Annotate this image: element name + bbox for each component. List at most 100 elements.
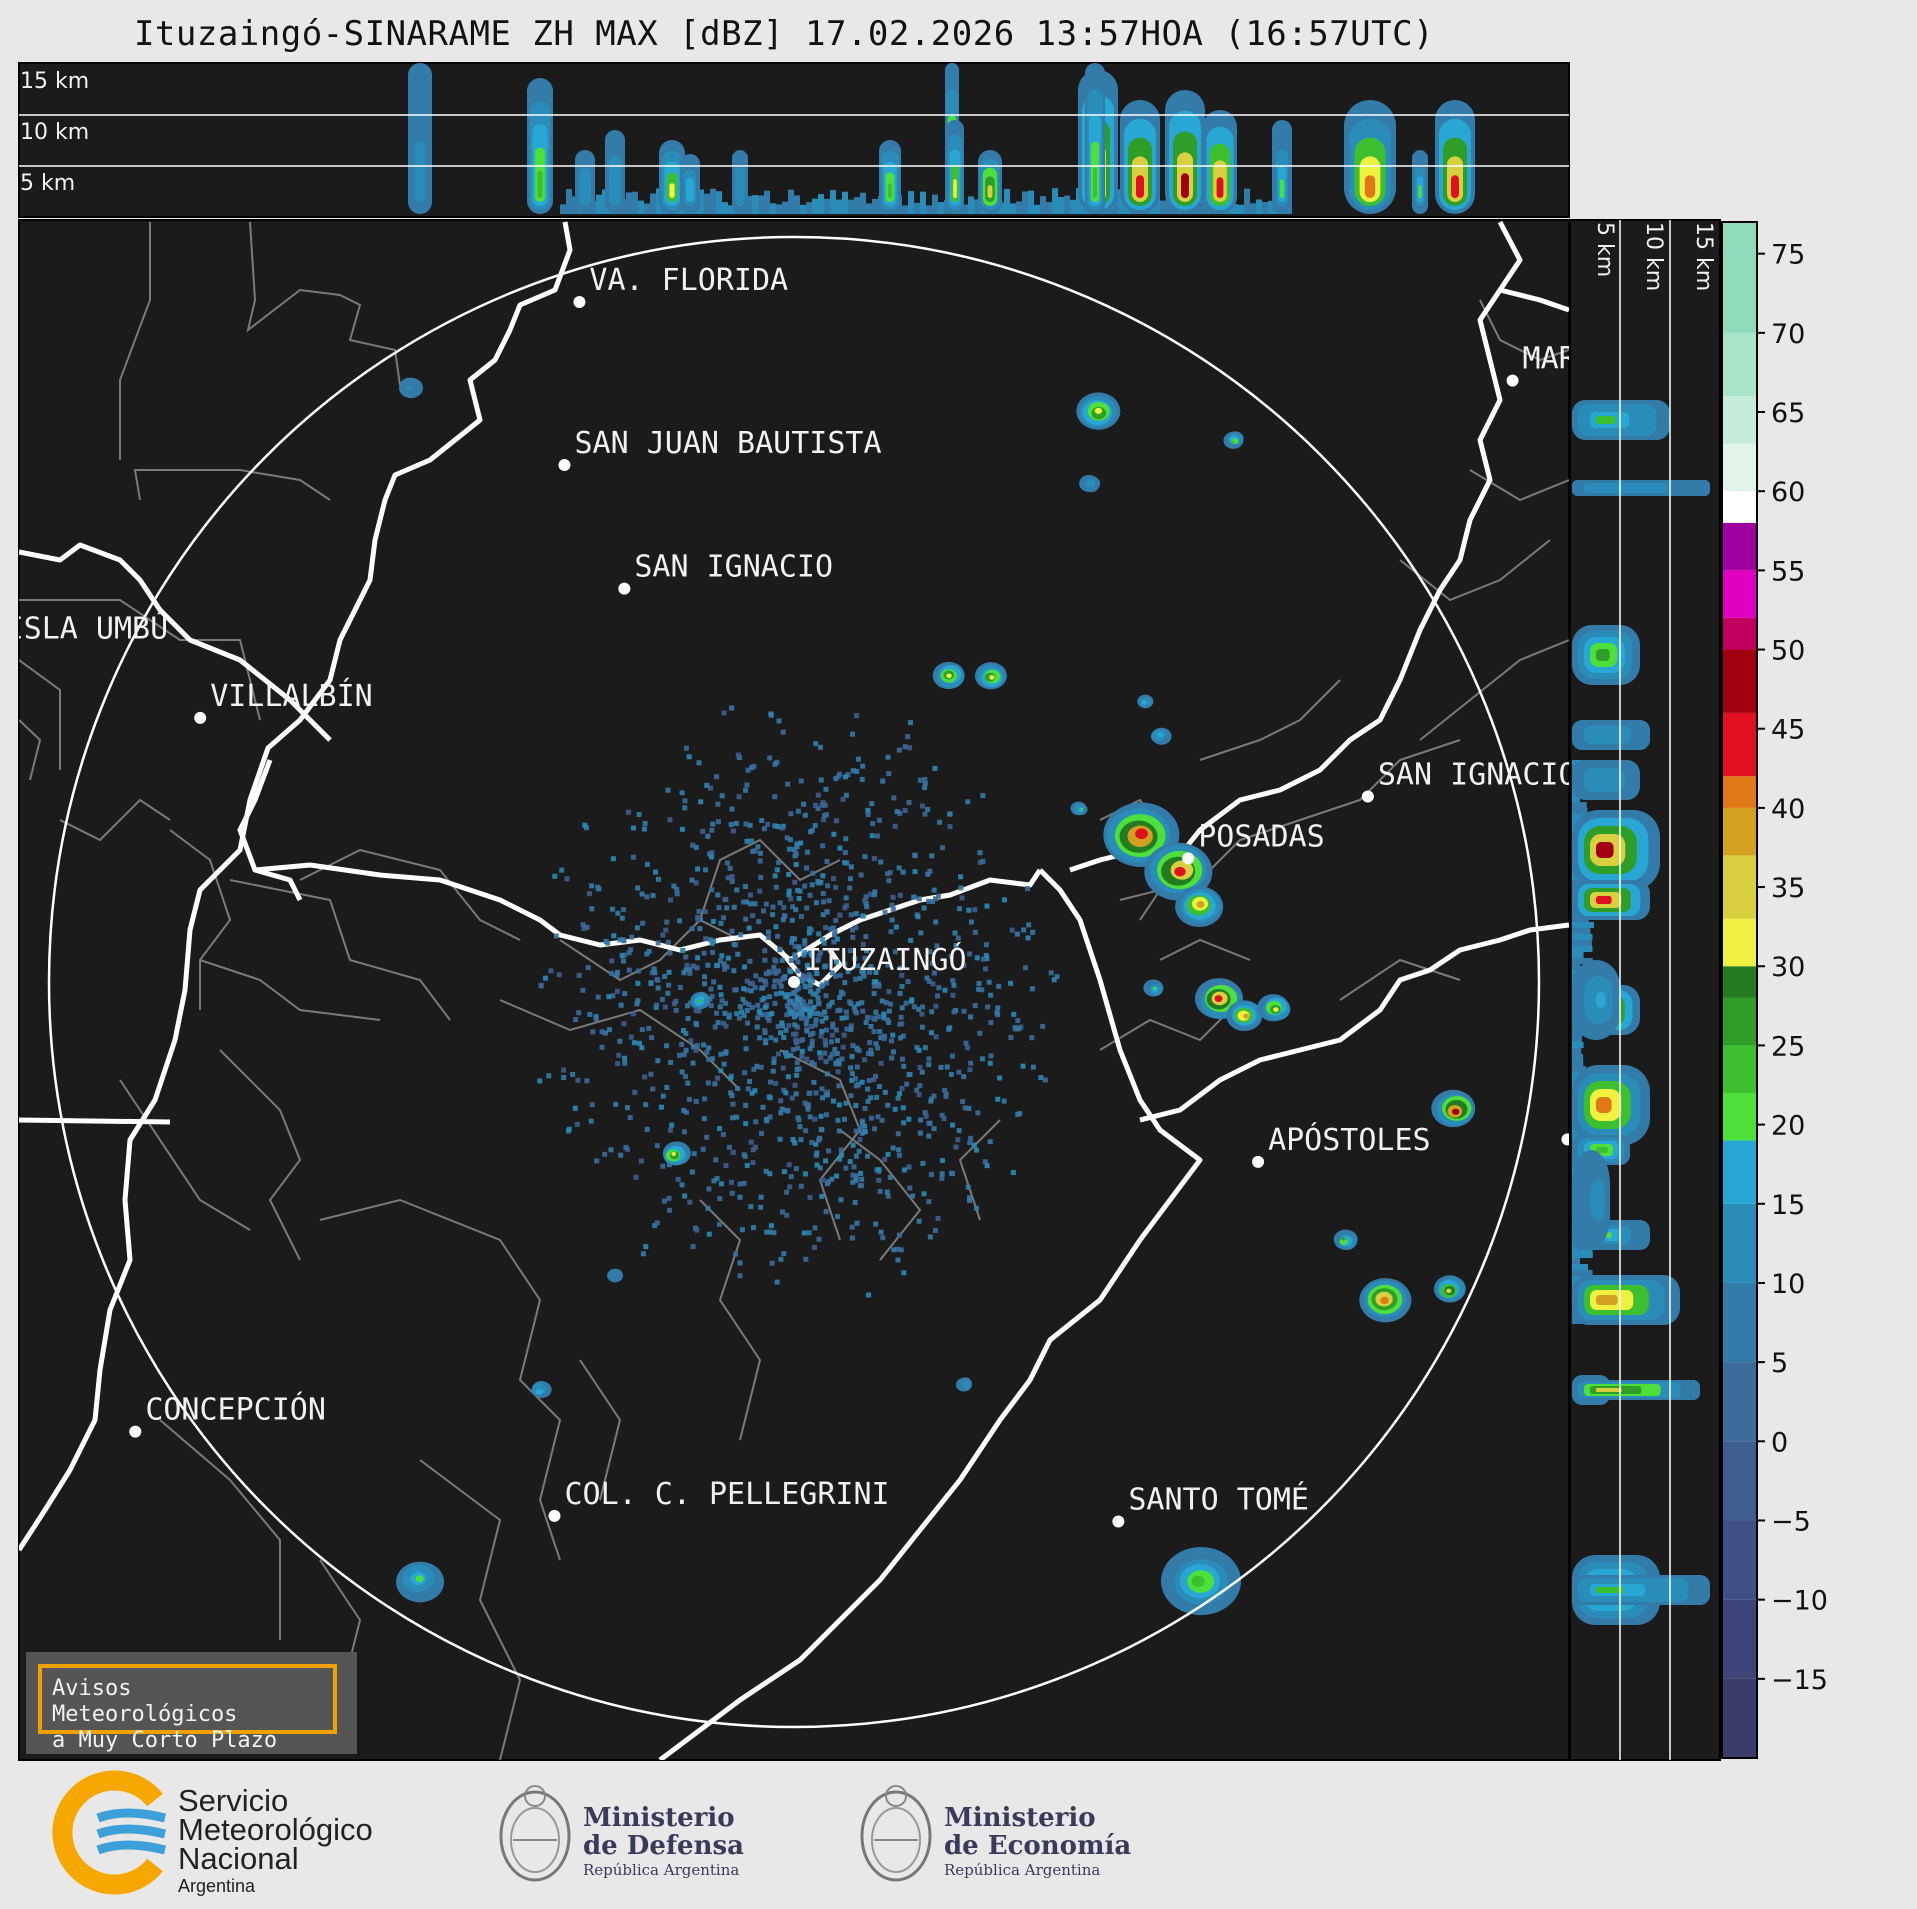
clutter-pixel bbox=[639, 1027, 645, 1033]
clutter-pixel bbox=[622, 1055, 628, 1061]
clutter-pixel bbox=[786, 892, 792, 898]
clutter-pixel bbox=[881, 1015, 887, 1021]
clutter-pixel bbox=[1054, 974, 1060, 980]
clutter-pixel bbox=[959, 895, 965, 901]
clutter-pixel bbox=[755, 844, 761, 850]
side-low-band bbox=[1572, 922, 1594, 928]
low-echo-band bbox=[1196, 205, 1202, 214]
clutter-pixel bbox=[861, 973, 867, 979]
clutter-pixel bbox=[798, 1137, 804, 1143]
clutter-pixel bbox=[780, 1023, 786, 1029]
clutter-pixel bbox=[697, 926, 703, 932]
clutter-pixel bbox=[833, 776, 839, 782]
clutter-pixel bbox=[1030, 929, 1036, 935]
clutter-pixel bbox=[715, 892, 721, 898]
clutter-pixel bbox=[599, 1029, 605, 1035]
warning-box: Avisos Meteorológicos a Muy Corto Plazo bbox=[26, 1652, 357, 1754]
clutter-pixel bbox=[744, 978, 750, 984]
clutter-pixel bbox=[677, 1052, 683, 1058]
low-echo-band bbox=[596, 194, 602, 214]
clutter-pixel bbox=[836, 1058, 842, 1064]
clutter-pixel bbox=[802, 883, 808, 889]
clutter-pixel bbox=[829, 1176, 835, 1182]
clutter-pixel bbox=[862, 898, 868, 904]
clutter-pixel bbox=[818, 1055, 824, 1061]
clutter-pixel bbox=[801, 801, 807, 807]
clutter-pixel bbox=[843, 836, 849, 842]
city-marker bbox=[1891, 1150, 1903, 1162]
clutter-pixel bbox=[725, 955, 731, 961]
clutter-pixel bbox=[652, 1223, 658, 1229]
clutter-pixel bbox=[710, 918, 716, 924]
clutter-pixel bbox=[784, 1189, 790, 1195]
clutter-pixel bbox=[719, 793, 725, 799]
clutter-pixel bbox=[853, 976, 859, 982]
clutter-pixel bbox=[814, 970, 820, 976]
clutter-pixel bbox=[862, 1123, 868, 1129]
clutter-pixel bbox=[811, 1062, 817, 1068]
clutter-pixel bbox=[984, 956, 990, 962]
clutter-pixel bbox=[878, 1060, 884, 1066]
clutter-pixel bbox=[956, 1128, 962, 1134]
clutter-pixel bbox=[776, 718, 782, 724]
colorbar-segment bbox=[1722, 1203, 1757, 1283]
low-echo-band bbox=[1058, 197, 1064, 214]
clutter-pixel bbox=[836, 1083, 842, 1089]
clutter-pixel bbox=[738, 932, 744, 938]
clutter-pixel bbox=[794, 844, 800, 850]
clutter-pixel bbox=[769, 1260, 775, 1266]
clutter-pixel bbox=[606, 1027, 612, 1033]
clutter-pixel bbox=[995, 1005, 1001, 1011]
clutter-pixel bbox=[965, 1045, 971, 1051]
clutter-pixel bbox=[885, 1102, 891, 1108]
clutter-pixel bbox=[735, 1085, 741, 1091]
clutter-pixel bbox=[695, 866, 701, 872]
clutter-pixel bbox=[958, 874, 964, 880]
clutter-pixel bbox=[937, 819, 943, 825]
clutter-pixel bbox=[885, 1193, 891, 1199]
side-echo bbox=[1596, 1190, 1604, 1210]
clutter-pixel bbox=[819, 1193, 825, 1199]
low-echo-band bbox=[1004, 188, 1010, 214]
clutter-pixel bbox=[854, 768, 860, 774]
clutter-pixel bbox=[895, 1257, 901, 1263]
clutter-pixel bbox=[624, 1105, 630, 1111]
colorbar-segment bbox=[1722, 1092, 1757, 1141]
clutter-pixel bbox=[892, 949, 898, 955]
clutter-pixel bbox=[780, 1065, 786, 1071]
side-low-band bbox=[1572, 880, 1582, 886]
clutter-pixel bbox=[833, 818, 839, 824]
clutter-pixel bbox=[824, 1071, 830, 1077]
clutter-pixel bbox=[552, 873, 558, 879]
clutter-pixel bbox=[849, 1077, 855, 1083]
clutter-pixel bbox=[1016, 1026, 1022, 1032]
clutter-pixel bbox=[810, 1030, 816, 1036]
clutter-pixel bbox=[795, 959, 801, 965]
clutter-pixel bbox=[717, 1126, 723, 1132]
clutter-pixel bbox=[704, 782, 710, 788]
clutter-pixel bbox=[866, 1078, 872, 1084]
clutter-pixel bbox=[778, 1030, 784, 1036]
clutter-pixel bbox=[744, 838, 750, 844]
clutter-pixel bbox=[849, 1053, 855, 1059]
clutter-pixel bbox=[842, 1116, 848, 1122]
clutter-pixel bbox=[849, 1224, 855, 1230]
clutter-pixel bbox=[714, 774, 720, 780]
side-low-band bbox=[1572, 964, 1581, 970]
clutter-pixel bbox=[933, 919, 939, 925]
clutter-pixel bbox=[863, 900, 869, 906]
clutter-pixel bbox=[747, 958, 753, 964]
clutter-pixel bbox=[898, 1035, 904, 1041]
clutter-pixel bbox=[847, 999, 853, 1005]
clutter-pixel bbox=[979, 987, 985, 993]
clutter-pixel bbox=[583, 825, 589, 831]
clutter-pixel bbox=[788, 811, 794, 817]
clutter-pixel bbox=[807, 1046, 813, 1052]
side-low-band bbox=[1572, 958, 1593, 964]
cross-section-echo bbox=[417, 167, 423, 198]
clutter-pixel bbox=[895, 1131, 901, 1137]
storm-cell bbox=[1156, 733, 1161, 737]
clutter-pixel bbox=[837, 912, 843, 918]
clutter-pixel bbox=[885, 962, 891, 968]
storm-cell bbox=[406, 386, 411, 390]
